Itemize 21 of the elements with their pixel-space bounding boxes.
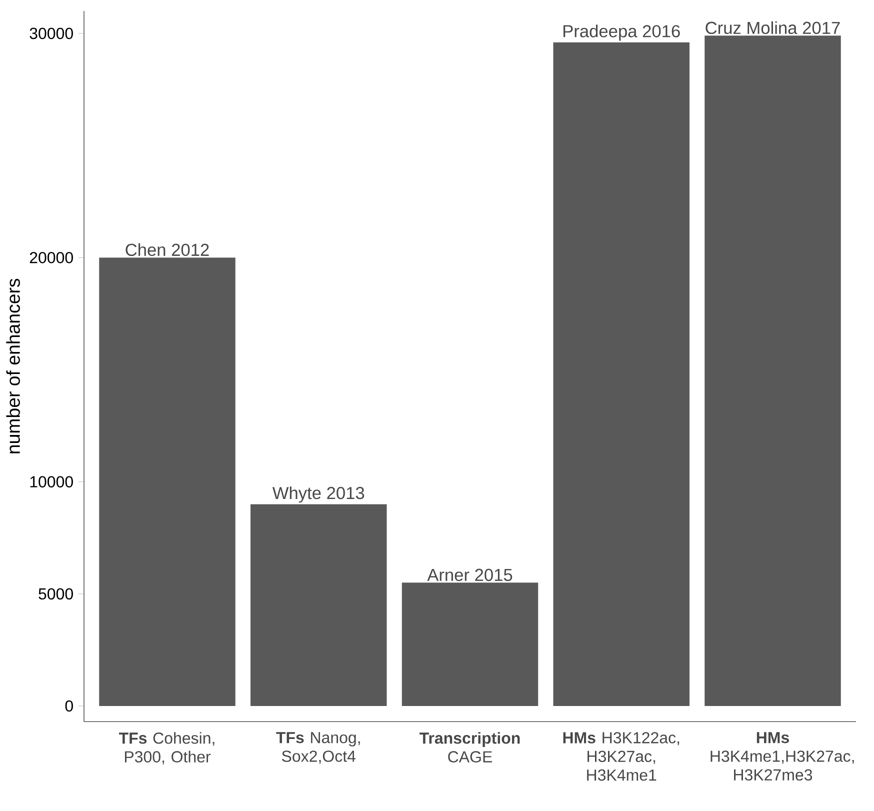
y-tick-label: 0: [65, 700, 73, 712]
y-tick-label: 30000: [30, 28, 73, 40]
x-tick-label: TFs Nanog, Sox2,Oct4: [276, 732, 360, 764]
annotation: Whyte 2013: [272, 486, 364, 503]
y-tick-label: 20000: [30, 252, 73, 264]
bar: [250, 504, 387, 706]
x-tick-label: Transcription CAGE: [420, 732, 520, 762]
bar: [704, 36, 841, 706]
annotation: Cruz Molina 2017: [706, 21, 840, 34]
x-tick-label: HMs H3K4me1,H3K27ac, H3K27me3: [710, 732, 854, 781]
bar: [553, 42, 690, 706]
x-tick-label: TFs Cohesin, P300, Other: [118, 732, 214, 764]
y-tick-label: 5000: [38, 588, 73, 600]
annotation: Arner 2015: [427, 568, 512, 582]
bar: [402, 582, 538, 706]
annotation: Chen 2012: [126, 243, 209, 256]
x-tick-label: HMs H3K122ac, H3K27ac, H3K4me1: [563, 732, 680, 781]
bar: [99, 258, 236, 706]
annotation: Pradeepa 2016: [564, 24, 680, 41]
y-axis-title: number of enhancers: [6, 278, 20, 454]
y-tick-label: 10000: [30, 476, 73, 488]
